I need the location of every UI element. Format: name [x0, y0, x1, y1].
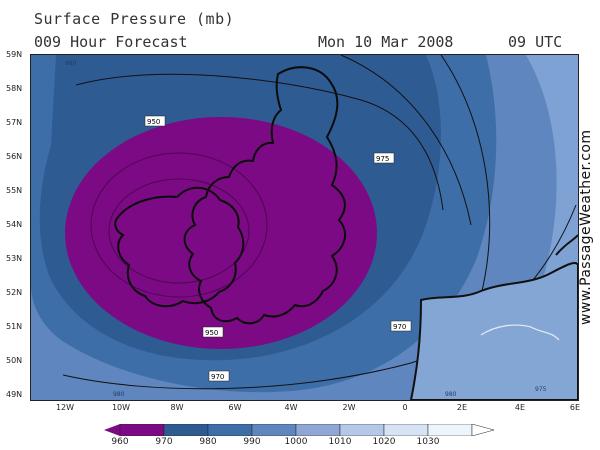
contour-label-box [390, 320, 412, 332]
lon-label-6e: 6E [569, 403, 581, 412]
lon-label-4w: 4W [284, 403, 298, 412]
legend-swatch-970 [163, 424, 209, 436]
legend-left-arrow [104, 424, 120, 436]
legend-label-990: 990 [243, 437, 261, 447]
forecast-date: Mon 10 Mar 2008 [318, 33, 454, 51]
low-pressure-core [65, 117, 377, 349]
contour-label-970: 970 [393, 323, 406, 331]
contour-label-box [208, 370, 230, 382]
site-watermark: www.PassageWeather.com [578, 129, 594, 325]
contour-label-box [202, 326, 224, 338]
contour-label-980-right: 980 [445, 391, 457, 398]
isobar-975 [75, 73, 444, 211]
lon-label-2w: 2W [342, 403, 356, 412]
continental-coastline [409, 262, 578, 400]
lat-label-50n: 50N [6, 356, 23, 365]
forecast-time: 09 UTC [508, 33, 563, 51]
lon-label-4e: 4E [514, 403, 526, 412]
contour-label-975: 975 [376, 155, 389, 163]
legend-right-arrow [471, 424, 494, 436]
isobar-core [108, 178, 250, 284]
lon-label-0: 0 [402, 403, 408, 412]
lat-label-52n: 52N [6, 288, 23, 297]
legend-swatch-980 [207, 424, 253, 436]
lon-label-10w: 10W [111, 403, 131, 412]
contour-label-980-bottom: 980 [113, 391, 125, 398]
legend-label-970: 970 [155, 437, 173, 447]
inland-border [480, 324, 560, 341]
legend-swatch-1010 [339, 424, 385, 436]
lat-label-53n: 53N [6, 254, 23, 263]
lat-label-56n: 56N [6, 152, 23, 161]
legend-swatch-990 [251, 424, 297, 436]
pressure-map: 950 975 970 950 970 980 980 980 975 [30, 54, 579, 401]
contour-label-970-lower: 970 [211, 373, 224, 381]
legend-swatch-960 [119, 424, 165, 436]
contour-label-950: 950 [147, 118, 160, 126]
legend-swatch-1030 [427, 424, 473, 436]
lat-label-58n: 58N [6, 84, 23, 93]
map-title: Surface Pressure (mb) [34, 10, 235, 28]
netherlands-coastline [555, 234, 578, 256]
lon-label-12w: 12W [55, 403, 75, 412]
lat-label-59n: 59N [6, 50, 23, 59]
legend-label-1010: 1010 [328, 437, 352, 447]
ireland-coastline [114, 186, 245, 308]
legend-label-1020: 1020 [372, 437, 396, 447]
legend-swatch-1020 [383, 424, 429, 436]
lon-label-8w: 8W [170, 403, 184, 412]
contour-label-box [373, 152, 395, 164]
legend-label-1000: 1000 [284, 437, 308, 447]
great-britain-coastline [183, 66, 347, 325]
lat-label-55n: 55N [6, 186, 23, 195]
isobar-990 [62, 204, 577, 390]
lon-label-2e: 2E [456, 403, 468, 412]
lon-label-6w: 6W [228, 403, 242, 412]
lat-label-51n: 51N [6, 322, 23, 331]
legend-swatch-1000 [295, 424, 341, 436]
lat-label-49n: 49N [6, 390, 23, 399]
contour-label-980-top: 980 [65, 60, 77, 67]
legend-label-980: 980 [199, 437, 217, 447]
contour-label-975-right: 975 [535, 386, 547, 393]
forecast-hour: 009 Hour Forecast [34, 33, 188, 51]
pressure-map-svg: 950 975 970 950 970 980 980 980 975 [31, 55, 578, 400]
lat-label-54n: 54N [6, 220, 23, 229]
legend-label-1030: 1030 [416, 437, 440, 447]
contour-label-box [144, 115, 166, 127]
lat-label-57n: 57N [6, 118, 23, 127]
contour-label-950-lower: 950 [205, 329, 218, 337]
pressure-legend [104, 424, 494, 436]
isobar-980 [340, 55, 472, 226]
isobar-inner [90, 152, 268, 298]
legend-label-960: 960 [111, 437, 129, 447]
